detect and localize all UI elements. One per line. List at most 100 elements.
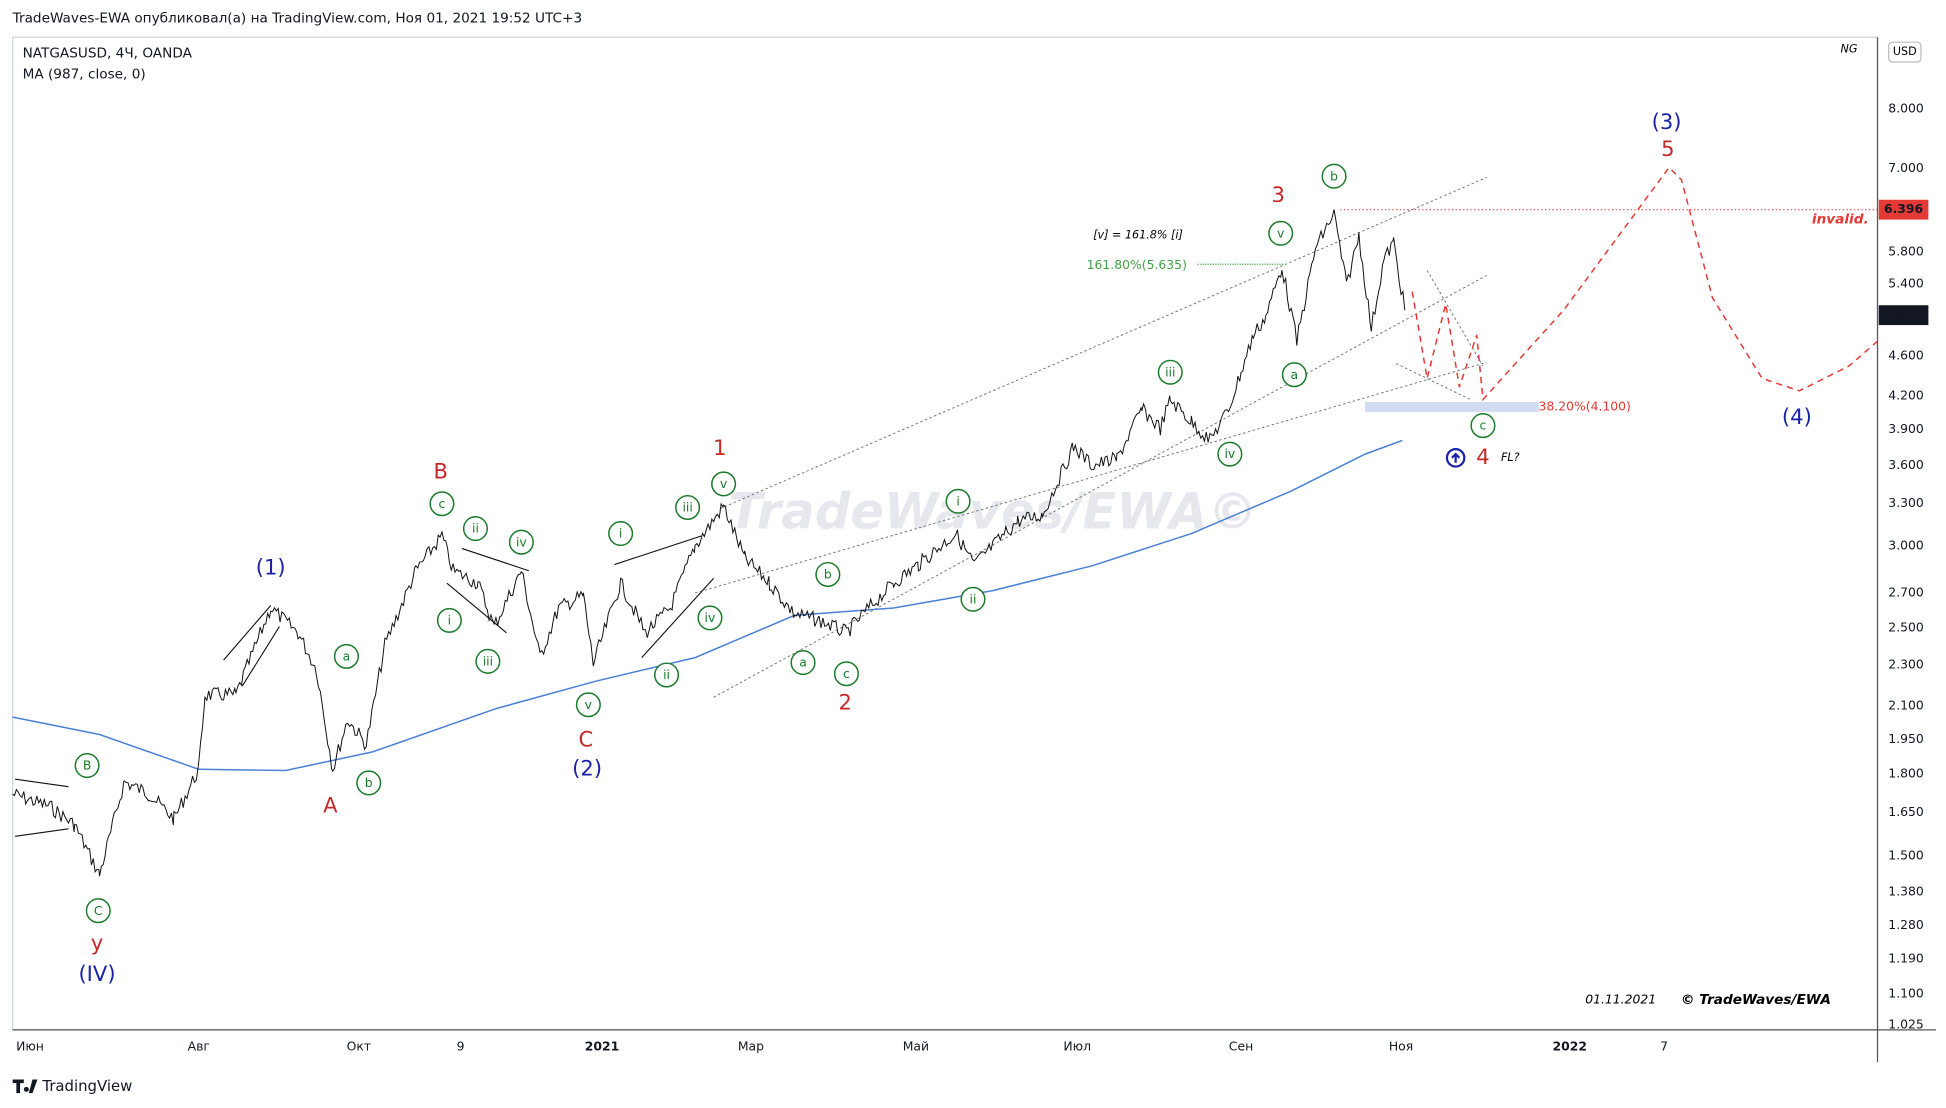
invalid-note: invalid. xyxy=(1812,212,1869,228)
pattern-line xyxy=(461,547,529,572)
price-label: 2.500 xyxy=(1888,619,1924,634)
wave-circle xyxy=(74,753,100,779)
wave-circle xyxy=(1281,362,1307,388)
wave-label: B xyxy=(433,459,447,484)
wave-label: A xyxy=(323,792,338,817)
time-label: Ноя xyxy=(1389,1039,1413,1054)
drawings: (1)(2)(IV)(3)(4)yABC12354BCabciiiiiiivvi… xyxy=(12,109,1879,986)
wave-label: c xyxy=(843,666,850,681)
wave-circle xyxy=(333,643,359,669)
ticker: NG xyxy=(1840,43,1857,56)
price-label: 5.400 xyxy=(1888,276,1924,291)
wave-circle xyxy=(356,770,382,796)
wave-circle xyxy=(85,898,111,924)
wave-label: iv xyxy=(705,610,716,625)
price-label: 1.280 xyxy=(1888,917,1924,932)
price-label: 3.000 xyxy=(1888,537,1924,552)
wave-circle xyxy=(475,648,501,674)
tradingview-logo: TradingView xyxy=(12,1077,132,1095)
wave-label: C xyxy=(579,727,594,752)
wave-label: v xyxy=(585,697,592,712)
wave-label: iv xyxy=(516,534,527,549)
wave-circle xyxy=(1268,220,1294,246)
price-label: 2.100 xyxy=(1888,697,1924,712)
price-label: 1.025 xyxy=(1888,1016,1923,1031)
time-label: Сен xyxy=(1229,1039,1253,1054)
wave-circle xyxy=(1470,413,1496,439)
price-series xyxy=(12,209,1406,877)
wave-circle xyxy=(608,520,634,547)
time-label: Июн xyxy=(16,1039,44,1054)
moving-average xyxy=(12,439,1403,772)
price-label: 1.380 xyxy=(1888,884,1924,899)
wave-circle xyxy=(429,491,455,517)
wave-circle xyxy=(1217,441,1243,467)
wave-label: a xyxy=(343,648,351,663)
ratio-note: [v] = 161.8% [i] xyxy=(1093,229,1183,242)
time-label: 2022 xyxy=(1553,1039,1588,1054)
wave-label: 4 xyxy=(1476,444,1489,469)
price-badge xyxy=(1878,305,1929,326)
channel-line xyxy=(694,361,1487,594)
time-label: 9 xyxy=(457,1039,465,1054)
price-label: 4.600 xyxy=(1888,348,1924,363)
wave-label: c xyxy=(439,496,446,511)
wave-label: v xyxy=(1277,225,1284,240)
price-label: 5.800 xyxy=(1888,243,1924,258)
time-label: Май xyxy=(903,1039,929,1054)
currency-box xyxy=(1888,41,1922,63)
price-label: 1.190 xyxy=(1888,951,1924,966)
wave-label: (2) xyxy=(572,755,602,780)
pattern-line xyxy=(614,535,702,566)
price-label: 2.700 xyxy=(1888,585,1924,600)
fib-high: 161.80%(5.635) xyxy=(1087,257,1187,272)
arrow-icon-head xyxy=(1451,452,1461,463)
time-label: Авг xyxy=(188,1039,210,1054)
target-zone xyxy=(1365,402,1539,412)
wave-circle xyxy=(1321,163,1347,189)
watermark: TradeWaves/EWA© xyxy=(728,482,1257,540)
wave-label: b xyxy=(824,567,832,582)
price-badge-label: 5.047 xyxy=(1884,307,1923,322)
wave-label: (IV) xyxy=(78,961,115,986)
wave-circle xyxy=(462,516,488,542)
wave-label: i xyxy=(619,526,622,541)
wave-label: C xyxy=(94,903,103,918)
time-label: Мар xyxy=(738,1039,764,1054)
wave-label: iv xyxy=(1224,446,1235,461)
wave-label: (4) xyxy=(1782,404,1812,429)
arrow-icon xyxy=(1445,448,1466,468)
pattern-line xyxy=(15,828,69,837)
pattern-line xyxy=(15,778,69,788)
pattern-line xyxy=(223,605,272,661)
indicator: MA (987, close, 0) xyxy=(23,66,146,82)
wave-label: a xyxy=(799,655,807,670)
wave-label: iii xyxy=(483,653,493,668)
wave-label: i xyxy=(956,493,959,508)
price-label: 1.950 xyxy=(1888,731,1924,746)
channel-line xyxy=(1395,363,1471,400)
pattern-line xyxy=(641,577,715,658)
wave-label: b xyxy=(1330,168,1338,183)
price-label: 7.000 xyxy=(1888,160,1924,175)
price-label: 3.600 xyxy=(1888,457,1924,472)
time-label: 7 xyxy=(1660,1039,1668,1054)
wave-circle xyxy=(711,471,737,497)
wave-label: b xyxy=(365,775,373,790)
currency: USD xyxy=(1893,45,1917,58)
pattern-line xyxy=(446,582,507,634)
wave-circle xyxy=(815,561,841,588)
wave-circle xyxy=(1157,359,1183,385)
projection xyxy=(1411,166,1879,402)
wave-circle xyxy=(654,662,680,688)
wave-label: iii xyxy=(682,500,692,515)
wave-label: 3 xyxy=(1272,182,1285,207)
wave-circle xyxy=(575,692,601,718)
wave-circle xyxy=(675,494,701,521)
price-label: 8.000 xyxy=(1888,101,1924,116)
wave-circle xyxy=(697,605,723,631)
wave-label: 5 xyxy=(1661,136,1674,161)
date-note: 01.11.2021 xyxy=(1585,992,1656,1007)
